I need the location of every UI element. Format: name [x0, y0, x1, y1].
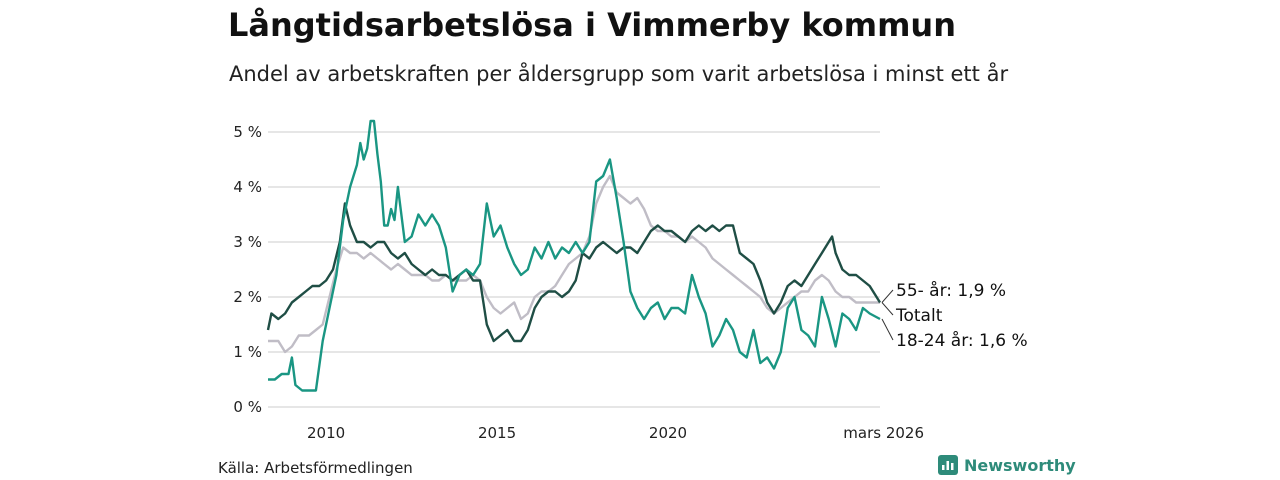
source-note: Källa: Arbetsförmedlingen: [218, 459, 413, 477]
end-label-connector: [881, 289, 894, 303]
end-label-age_18_24: 18-24 år: 1,6 %: [896, 330, 1028, 351]
x-tick-label: 2010: [307, 424, 345, 442]
y-tick-label: 5 %: [233, 123, 262, 141]
y-axis: 0 % 1 % 2 % 3 % 4 % 5 %: [233, 123, 262, 416]
x-tick-label: 2020: [649, 424, 687, 442]
end-label-connector: [881, 302, 894, 316]
gridlines: [268, 131, 880, 408]
x-axis: 2010 2015 2020 mars 2026: [307, 424, 924, 442]
brand-logo: Newsworthy: [938, 455, 1076, 475]
x-tick-label: mars 2026: [843, 424, 924, 442]
series-line-age_18_24: [268, 119, 881, 392]
end-label-connector: [881, 318, 894, 341]
y-tick-label: 3 %: [233, 233, 262, 251]
chart-subtitle: Andel av arbetskraften per åldersgrupp s…: [229, 62, 1009, 86]
y-tick-label: 0 %: [233, 398, 262, 416]
series-line-total: [268, 174, 880, 354]
end-label-total: Totalt: [895, 306, 943, 326]
series-line-age_55: [266, 202, 882, 343]
x-tick-label: 2015: [478, 424, 516, 442]
y-tick-label: 2 %: [233, 288, 262, 306]
series-lines: [266, 119, 882, 392]
brand-name: Newsworthy: [964, 455, 1076, 475]
newsworthy-logo-icon: [938, 455, 958, 475]
end-labels: Totalt 55- år: 1,9 % 18-24 år: 1,6 %: [881, 280, 1028, 351]
chart-title: Långtidsarbetslösa i Vimmerby kommun: [228, 6, 956, 44]
end-label-age_55: 55- år: 1,9 %: [896, 280, 1006, 301]
y-tick-label: 4 %: [233, 178, 262, 196]
y-tick-label: 1 %: [233, 343, 262, 361]
